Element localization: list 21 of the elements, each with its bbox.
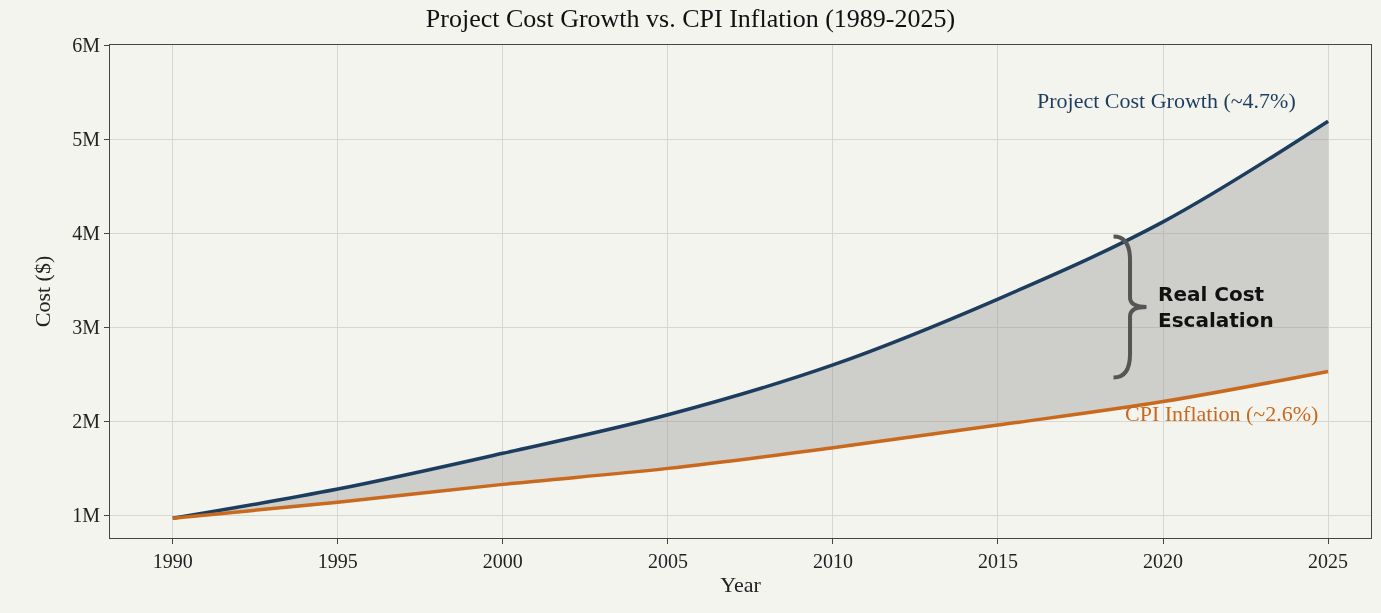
x-tick-label: 2005 — [647, 550, 688, 572]
series-label: CPI Inflation (~2.6%) — [1125, 401, 1319, 426]
y-tick-label: 1M — [72, 504, 101, 527]
y-tick-label: 4M — [72, 222, 101, 245]
y-tick-label: 2M — [72, 410, 101, 433]
annotation: Real Cost Escalation — [1158, 282, 1274, 332]
series-label: Project Cost Growth (~4.7%) — [1037, 88, 1296, 113]
x-tick-label: 2025 — [1308, 550, 1349, 572]
line-series — [170, 369, 1330, 520]
x-axis-title: Year — [720, 571, 762, 597]
y-axis-title: Cost ($) — [30, 255, 55, 328]
chart-title: Project Cost Growth vs. CPI Inflation (1989-2025) — [425, 4, 956, 34]
y-tick-label: 6M — [72, 34, 101, 56]
x-tick-label: 2000 — [482, 550, 523, 572]
y-tick-label: 3M — [72, 316, 101, 339]
x-tick-label: 2020 — [1143, 550, 1184, 572]
x-tick-label: 2015 — [977, 550, 1018, 572]
x-tick-label: 1995 — [317, 550, 358, 572]
x-tick-label: 2010 — [812, 550, 853, 572]
x-tick-label: 1990 — [152, 550, 193, 572]
y-tick-label: 5M — [72, 128, 101, 151]
